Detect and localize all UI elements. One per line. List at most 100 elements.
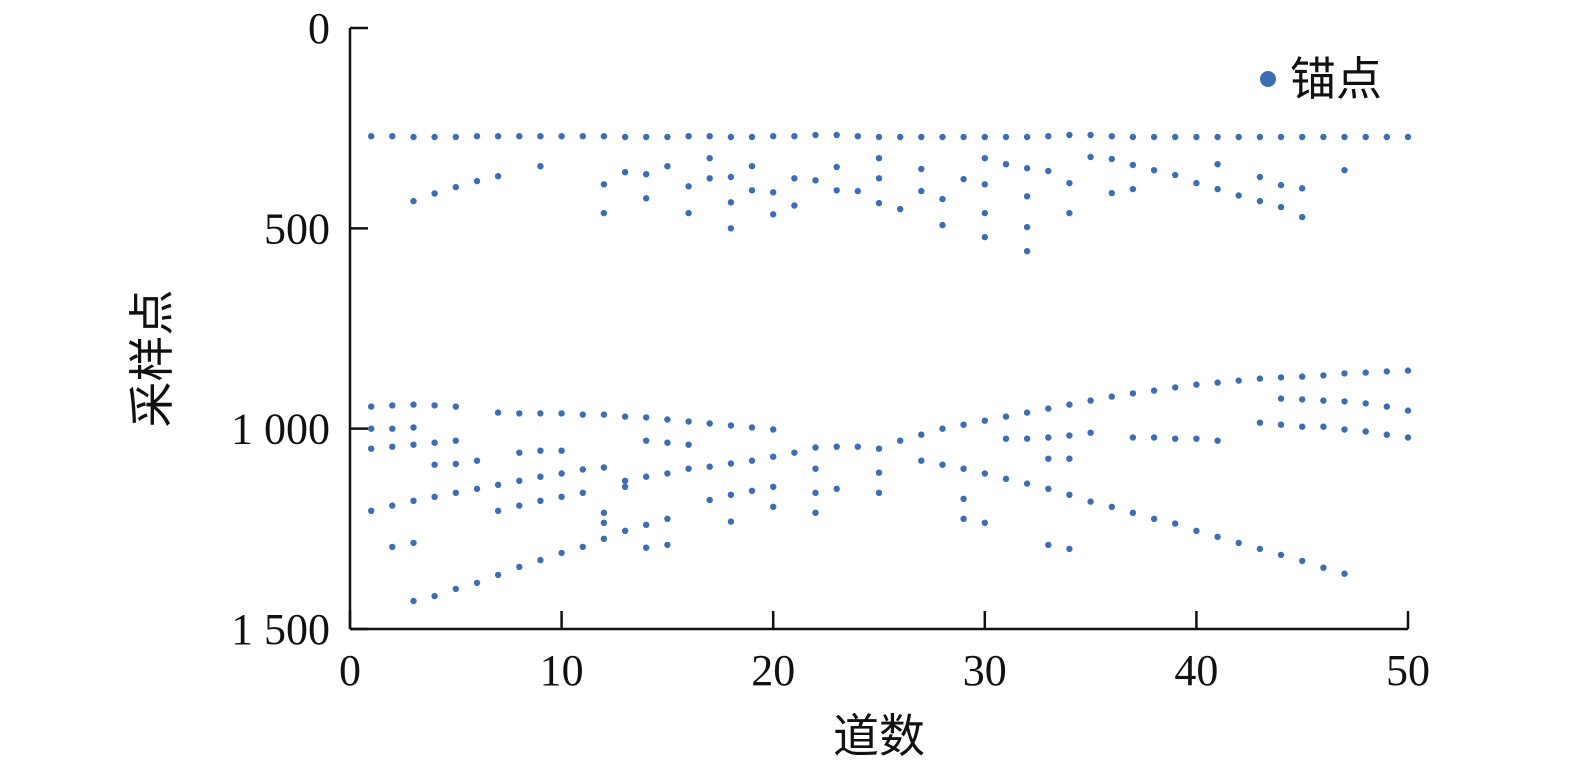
data-point [981,519,988,526]
data-point [368,403,375,410]
data-point [748,487,756,494]
data-point [494,571,502,579]
data-point [368,507,375,514]
data-point [494,507,502,514]
data-point [621,483,629,490]
data-point [431,493,438,500]
data-point [1235,133,1242,141]
data-point [1341,133,1348,141]
data-point [410,497,417,504]
data-point [431,133,438,141]
data-point [410,597,417,605]
data-point [558,447,565,454]
data-point [1404,367,1412,374]
data-point [1108,393,1116,400]
data-point [1404,133,1412,141]
data-point [473,485,481,492]
data-point [981,181,988,188]
data-point [770,503,777,510]
data-point [579,411,586,418]
data-point [1362,133,1369,141]
data-point [1299,423,1306,430]
data-point [939,195,946,203]
data-point [875,445,883,452]
x-tick-label: 50 [1386,646,1430,695]
data-point [452,489,459,496]
data-point [727,133,735,141]
data-point [1383,368,1391,375]
data-point [452,460,459,468]
data-point [1066,491,1073,498]
x-tick-label: 40 [1174,646,1218,695]
data-point [473,133,481,140]
data-point [1129,161,1137,169]
data-point [389,543,396,551]
plot-area: 0 10 20 30 40 50 0 500 1 000 1 500 [231,4,1430,695]
data-point [1108,189,1116,197]
data-point [1023,435,1031,442]
data-point [1214,161,1221,168]
data-point [431,592,438,600]
data-point [812,489,819,496]
data-point [1150,167,1158,174]
data-point [748,187,756,194]
data-point [1023,223,1031,231]
data-point [1299,213,1306,221]
data-point [389,443,396,450]
data-point [1023,248,1031,255]
data-point [1235,192,1242,199]
data-point [1002,133,1010,141]
data-point [1214,379,1221,386]
data-point [770,483,777,490]
data-point [706,133,713,140]
data-point [706,420,713,427]
data-point [1277,421,1285,428]
data-point [664,541,671,549]
data-point [1214,437,1221,444]
x-tick-label: 10 [540,646,584,695]
data-point [537,473,544,480]
data-point [833,131,840,139]
data-point [1320,397,1327,404]
data-point [1341,570,1348,577]
data-point [516,410,523,417]
data-point [579,133,586,140]
data-point [643,473,650,480]
data-point [494,173,502,180]
data-point [727,518,735,525]
data-point [621,413,629,420]
data-point [706,463,713,470]
data-point [748,457,756,464]
data-point [1193,435,1200,442]
data-point [685,441,692,448]
data-point [875,199,883,207]
data-point [1129,509,1137,516]
data-point [1299,373,1306,380]
data-point [727,199,735,206]
data-point [368,425,375,432]
data-point [1277,203,1285,211]
data-point [1087,131,1094,139]
data-point [939,221,946,229]
data-point [939,461,946,468]
data-point [981,209,988,217]
data-point [1087,498,1094,505]
data-point [1045,405,1052,412]
data-point [368,133,375,140]
data-point [1214,185,1221,193]
data-point [410,539,417,547]
data-point [960,465,967,472]
data-point [981,417,988,424]
data-point [875,155,883,162]
data-point [1087,397,1094,404]
data-point [643,195,650,202]
data-point [812,465,819,472]
data-point [791,449,798,456]
data-point [664,515,671,522]
data-point [537,163,544,170]
data-point [600,411,608,418]
data-point [833,163,840,171]
legend-label: 锚点 [1290,54,1382,105]
data-point [1002,475,1010,482]
data-point [1341,370,1348,377]
